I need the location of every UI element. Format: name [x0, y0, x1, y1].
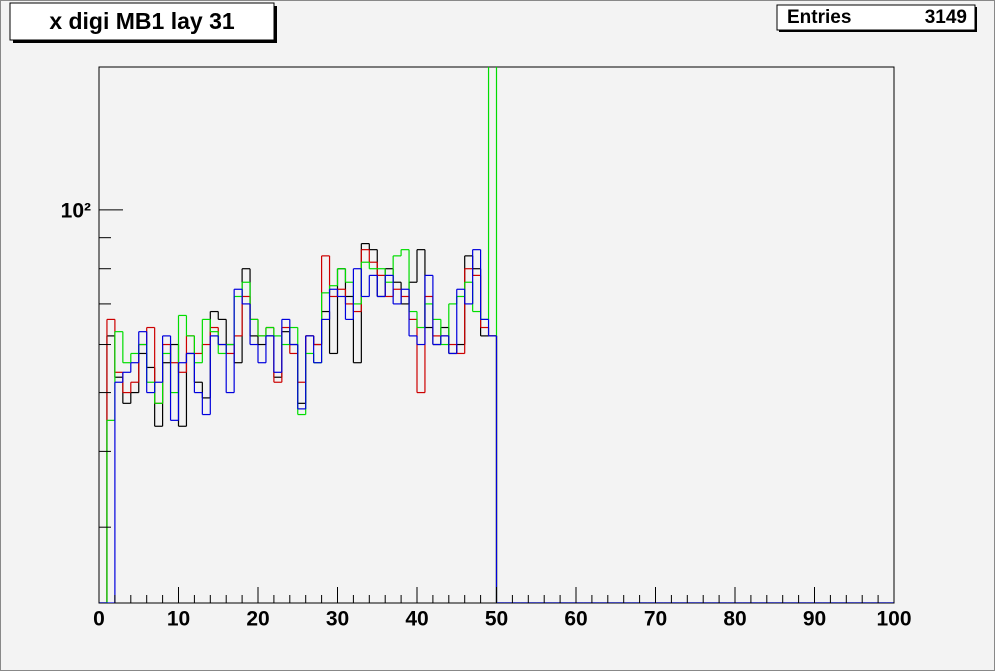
- plot-area: [99, 0, 894, 603]
- histogram-series: [99, 250, 894, 603]
- stats-label: Entries: [787, 7, 851, 28]
- chart-title: x digi MB1 lay 31: [49, 8, 235, 34]
- histogram-series: [99, 0, 894, 603]
- x-tick-label: 60: [564, 608, 587, 631]
- stats-box: [776, 4, 976, 31]
- x-tick-label: 40: [405, 608, 428, 631]
- x-tick-label: 70: [644, 608, 667, 631]
- x-tick-label: 50: [485, 608, 508, 631]
- plot-frame: [98, 66, 895, 604]
- x-tick-label: 20: [246, 608, 269, 631]
- y-tick-label: 10²: [61, 199, 91, 222]
- x-tick-label: 80: [723, 608, 746, 631]
- x-tick-label: 10: [167, 608, 190, 631]
- x-tick-label: 30: [326, 608, 349, 631]
- title-box: [9, 2, 275, 41]
- x-tick-label: 100: [876, 608, 911, 631]
- x-tick-label: 0: [93, 608, 105, 631]
- x-tick-label: 90: [803, 608, 826, 631]
- stats-value: 3149: [925, 7, 967, 28]
